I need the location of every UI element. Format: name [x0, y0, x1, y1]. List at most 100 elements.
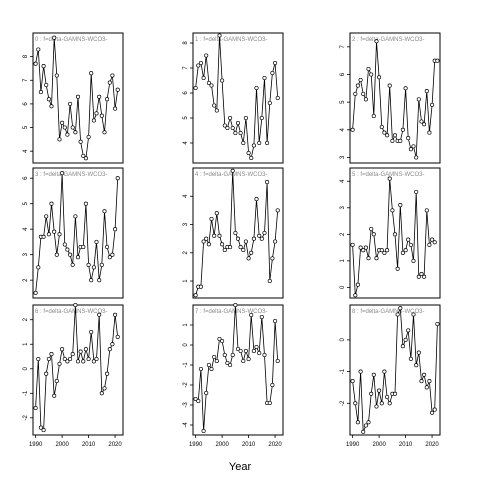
panel-title: 1 : f=delta-GAMNS-WCO3-: [195, 37, 268, 43]
y-tick-label: 2: [183, 250, 189, 254]
x-tick-label: 2010: [399, 442, 413, 448]
data-point: [33, 290, 38, 295]
data-point: [217, 33, 222, 38]
data-point: [408, 242, 413, 247]
data-point: [265, 180, 270, 185]
data-point: [233, 130, 238, 136]
data-point: [204, 390, 209, 396]
data-point: [387, 83, 392, 88]
data-point: [33, 61, 38, 66]
data-point: [44, 371, 49, 376]
data-point: [416, 350, 421, 355]
data-point: [225, 125, 230, 131]
data-point: [73, 214, 78, 219]
panel-frame: [192, 32, 284, 164]
data-point: [395, 266, 400, 271]
data-point: [411, 144, 416, 149]
x-axis-label: Year: [229, 461, 252, 473]
data-point: [209, 83, 214, 88]
data-point: [422, 372, 427, 377]
panel-grid: 0 : f=delta-GAMNS-WCO3- 4 5 6 7 8 3 : f=delta-…: [23, 32, 441, 448]
data-point: [275, 95, 280, 101]
panel-4: 4 : f=delta-GAMNS-WCO3- 1 2 3 4: [183, 167, 284, 299]
data-point: [115, 87, 120, 92]
data-point: [403, 86, 408, 91]
data-point: [206, 242, 211, 247]
x-tick-label: 2010: [82, 442, 96, 448]
data-point: [52, 229, 57, 234]
data-point: [353, 91, 358, 96]
data-point: [49, 104, 54, 109]
data-point: [105, 371, 110, 376]
data-point: [406, 237, 411, 242]
data-point: [235, 120, 241, 126]
data-point: [424, 208, 429, 213]
data-point: [91, 359, 96, 364]
data-point: [254, 344, 259, 350]
data-point: [206, 80, 211, 86]
data-point: [416, 274, 421, 279]
data-point: [222, 352, 227, 358]
data-point: [361, 248, 366, 253]
data-point: [60, 347, 65, 352]
data-point: [416, 97, 421, 102]
panel-frame: [32, 32, 124, 164]
data-point: [366, 256, 371, 261]
data-point: [220, 78, 225, 83]
panel-title: 2 : f=delta-GAMNS-WCO3-: [352, 37, 425, 43]
data-point: [214, 358, 219, 364]
data-point: [222, 247, 227, 253]
data-point: [52, 393, 57, 398]
data-point: [355, 282, 360, 287]
data-point: [60, 171, 65, 176]
data-point: [62, 356, 67, 362]
data-point: [107, 255, 112, 260]
y-tick-label: 4: [183, 141, 189, 145]
data-point: [41, 234, 46, 239]
data-point: [201, 75, 206, 81]
data-point: [427, 379, 432, 384]
data-point: [70, 262, 75, 267]
data-point: [257, 140, 262, 146]
panel-frame: [192, 167, 284, 299]
data-point: [419, 379, 424, 384]
data-point: [91, 118, 96, 123]
data-point: [235, 346, 241, 352]
data-point: [233, 230, 238, 236]
panel-2: 6 : f=delta-GAMNS-WCO3- -2 -1 0 1 2 1990 2000 20…: [23, 302, 124, 448]
data-point: [36, 265, 41, 270]
panel-title: 7 : f=delta-GAMNS-WCO3-: [195, 309, 268, 315]
y-tick-label: -1: [340, 368, 346, 374]
data-point: [262, 352, 267, 358]
data-point: [435, 321, 440, 327]
x-tick-label: 2020: [425, 442, 439, 448]
data-point: [235, 236, 241, 241]
y-tick-label: 0: [23, 366, 29, 370]
data-point: [62, 242, 67, 247]
data-point: [238, 245, 243, 250]
data-point: [212, 354, 217, 360]
data-point: [222, 123, 227, 128]
data-point: [262, 230, 267, 236]
data-point: [374, 39, 379, 44]
data-point: [353, 401, 358, 406]
data-point: [81, 244, 86, 250]
y-tick-label: 0: [340, 338, 346, 342]
data-point: [390, 208, 395, 213]
data-point: [366, 420, 371, 425]
data-point: [254, 197, 259, 202]
data-point: [430, 410, 435, 415]
x-tick-label: 2000: [372, 442, 386, 448]
data-point: [110, 252, 115, 257]
data-point: [214, 211, 219, 216]
data-point: [400, 127, 405, 132]
y-tick-label: 5: [23, 125, 29, 129]
data-point: [68, 101, 73, 106]
data-point: [262, 75, 267, 81]
y-tick-label: -2: [183, 382, 189, 388]
data-point: [366, 66, 371, 72]
data-point: [275, 358, 280, 364]
y-tick-label: 1: [183, 323, 189, 327]
data-point: [54, 252, 59, 257]
x-tick-label: 2020: [268, 442, 282, 448]
